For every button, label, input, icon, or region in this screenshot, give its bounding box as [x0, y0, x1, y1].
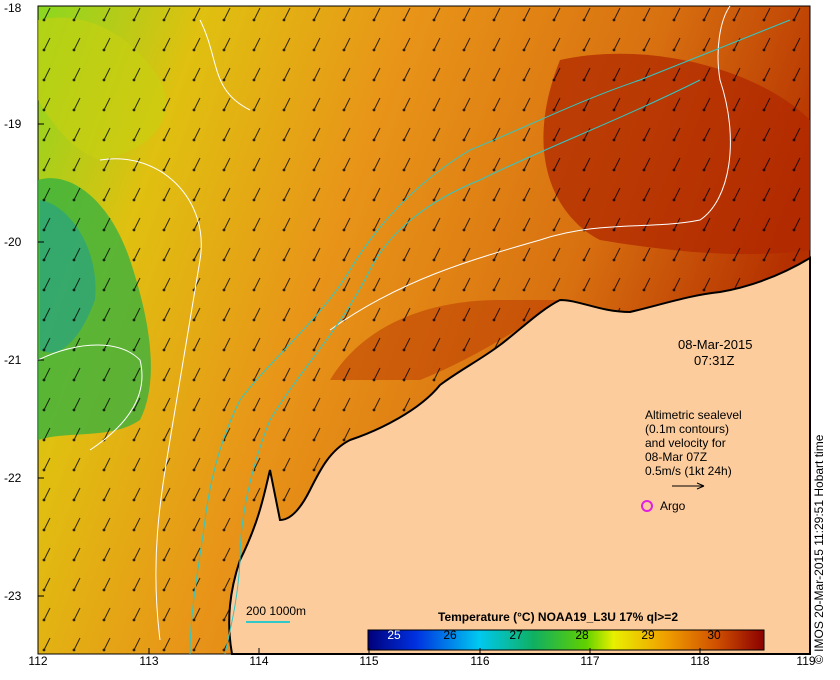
colorbar-tick: 30 [707, 628, 721, 642]
colorbar-tick: 25 [387, 628, 401, 642]
colorbar-tick: 27 [509, 628, 523, 642]
y-tick-label: -20 [4, 235, 22, 249]
y-tick-label: -21 [4, 353, 22, 367]
x-tick-label: 112 [28, 654, 48, 668]
sealevel-contour [37, 344, 143, 451]
x-tick-label: 115 [359, 654, 379, 668]
colorbar-tick: 26 [443, 628, 457, 642]
y-tick-label: -19 [4, 117, 22, 131]
x-tick-label: 117 [580, 654, 600, 668]
sealevel-contour [99, 19, 251, 641]
y-tick-label: -18 [4, 1, 22, 15]
isobath-1000m [224, 79, 701, 655]
argo-label: Argo [660, 499, 686, 513]
legend-line: 0.5m/s (1kt 24h) [645, 464, 732, 478]
x-tick-label: 118 [690, 654, 710, 668]
y-tick-label: -23 [4, 589, 22, 603]
x-tick-label: 116 [470, 654, 490, 668]
isobath-legend-label: 200 1000m [246, 604, 307, 618]
x-tick-label: 114 [249, 654, 269, 668]
y-tick-label: -22 [4, 471, 22, 485]
x-tick-label: 119 [796, 654, 816, 668]
colorbar-title: Temperature (°C) NOAA19_L3U 17% ql>=2 [438, 610, 678, 624]
x-tick-label: 113 [139, 654, 159, 668]
colorbar [367, 629, 765, 651]
legend-line: Altimetric sealevel [645, 408, 742, 422]
legend-line: 08-Mar 07Z [645, 450, 708, 464]
land [228, 256, 811, 655]
isobath-200m [189, 19, 791, 655]
imos-stamp: © IMOS 20-Mar-2015 11:29:51 Hobart time [812, 434, 826, 664]
argo-marker [641, 500, 653, 512]
legend-line: and velocity for [645, 436, 726, 450]
colorbar-tick: 29 [641, 628, 655, 642]
image-time: 07:31Z [694, 353, 735, 368]
sealevel-contour [329, 5, 731, 331]
colorbar-tick: 28 [575, 628, 589, 642]
legend-line: (0.1m contours) [645, 422, 730, 436]
image-date: 08-Mar-2015 [678, 337, 753, 352]
